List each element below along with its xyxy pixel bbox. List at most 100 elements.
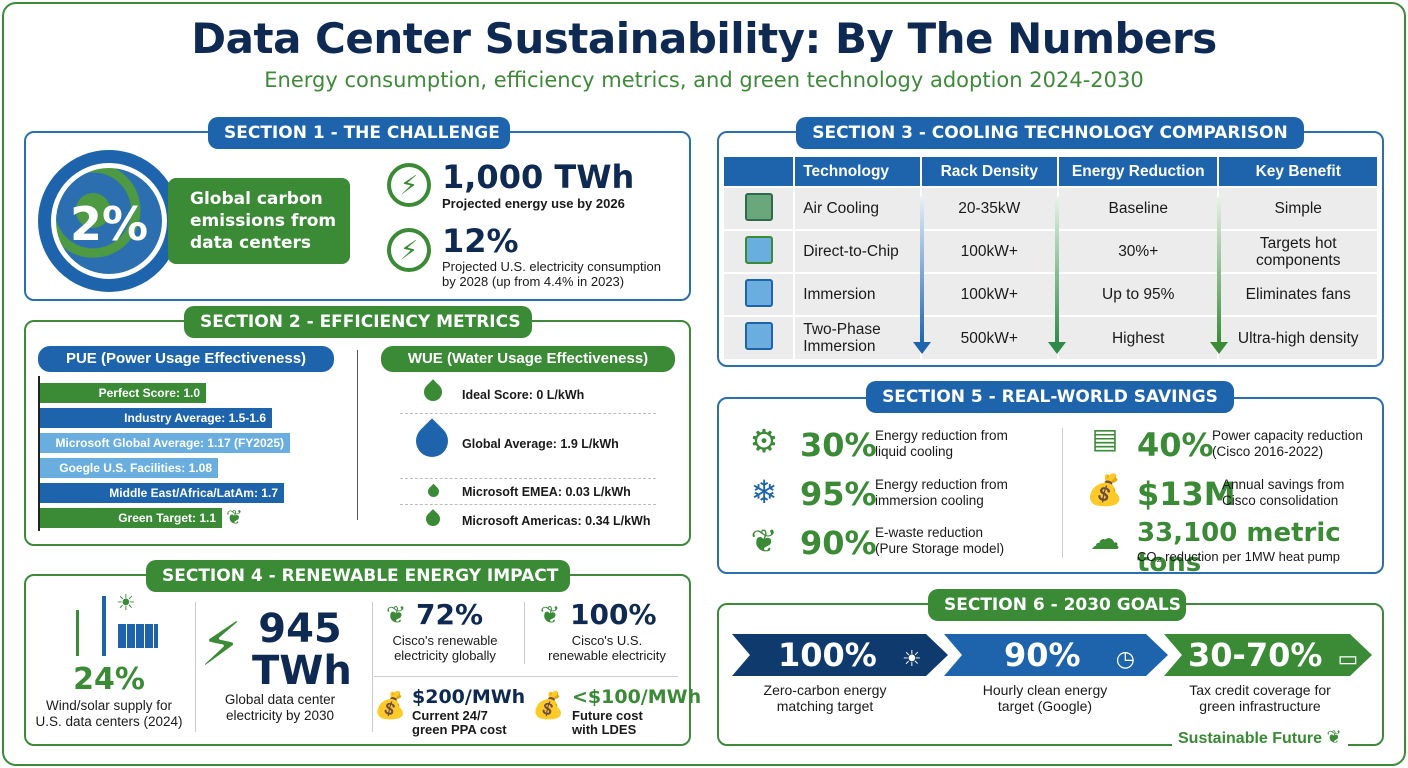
label-line: Energy reduction from	[875, 477, 1008, 492]
pue-bar: Goegle U.S. Facilities: 1.08	[40, 458, 218, 478]
section5-panel	[717, 397, 1384, 574]
wue-item: Global Average: 1.9 L/kWh	[462, 437, 619, 451]
pue-bar: Microsoft Global Average: 1.17 (FY2025)	[40, 433, 290, 453]
column-header	[724, 157, 796, 187]
label-line: electricity globally	[394, 648, 496, 663]
pue-bar: Middle East/Africa/LatAm: 1.7	[40, 483, 284, 503]
label-line: Tax credit coverage for	[1189, 682, 1331, 698]
cell-energy-reduction: Up to 95%	[1057, 272, 1220, 316]
two-phase-tank-icon	[724, 315, 796, 359]
clock-lightning-icon: ◷	[1115, 647, 1135, 672]
energy-use-label: Projected energy use by 2026	[442, 196, 625, 211]
section1-tag: SECTION 1 - THE CHALLENGE	[208, 117, 510, 149]
globe-icon: 2%	[38, 150, 180, 292]
us-electricity-label: Projected U.S. electricity consumption b…	[442, 259, 661, 289]
label-line: Zero-carbon energy	[763, 682, 887, 698]
label-line: emissions from	[190, 211, 337, 231]
goal-label: Zero-carbon energy matching target	[740, 682, 910, 714]
label-line: Cisco's U.S.	[571, 633, 643, 648]
label-line: Global carbon	[190, 189, 323, 209]
column-header: Key Benefit	[1218, 157, 1377, 187]
goal-chevron: 30-70% ▭	[1164, 634, 1372, 676]
pue-axis	[38, 376, 40, 531]
goal-value: 90%	[1004, 636, 1081, 674]
wind-solar-value: 24%	[73, 662, 145, 697]
wue-header: WUE (Water Usage Effectiveness)	[381, 346, 675, 372]
label-line: renewable electricity	[548, 648, 666, 663]
savings-value: 90%	[800, 524, 877, 562]
label-line: Energy reduction from	[875, 428, 1008, 443]
future-cost-value: <$100/MWh	[572, 686, 702, 708]
cell-rack-density: 500kW+	[920, 315, 1059, 359]
label-line: matching target	[776, 698, 874, 714]
current-cost-value: $200/MWh	[412, 686, 526, 708]
page-subtitle: Energy consumption, efficiency metrics, …	[264, 68, 1144, 92]
label-line: Current 24/7	[412, 708, 488, 723]
global-electricity-value: 945 TWh	[252, 608, 352, 692]
label-line: Future cost	[572, 708, 643, 723]
money-hand-icon: 💰	[374, 690, 407, 720]
lightning-icon: ⚡	[387, 163, 431, 207]
savings-label: E-waste reduction (Pure Storage model)	[875, 525, 1004, 557]
money-bag-icon: 💰	[1086, 474, 1124, 507]
divider	[400, 413, 656, 414]
savings-value: 30%	[800, 426, 877, 464]
goal-chevron: 90% ◷	[944, 634, 1168, 676]
divider	[400, 504, 656, 505]
leaf-icon: ❦	[750, 523, 778, 559]
lightning-leaf-icon: ⚡	[200, 611, 243, 678]
gear-lightning-icon: ⚙	[749, 423, 779, 459]
savings-label: Annual savings from Cisco consolidation	[1222, 477, 1344, 509]
chip-icon	[724, 229, 796, 273]
table-row: Air Cooling 20-35kW Baseline Simple	[724, 186, 1377, 230]
section5-tag: SECTION 5 - REAL-WORLD SAVINGS	[866, 381, 1234, 413]
table-row: Immersion 100kW+ Up to 95% Eliminates fa…	[724, 272, 1377, 316]
label-line: Wind/solar supply for	[45, 698, 173, 713]
divider	[1062, 428, 1063, 558]
cash-icon: ▭	[1337, 647, 1359, 672]
label-line: E-waste reduction	[875, 525, 984, 540]
cell-technology: Two-Phase Immersion	[794, 315, 922, 359]
cell-key-benefit: Targets hot components	[1218, 229, 1377, 273]
cisco-global-value: 72%	[416, 598, 484, 631]
cell-key-benefit: Eliminates fans	[1218, 272, 1377, 316]
cell-key-benefit: Simple	[1218, 186, 1377, 230]
energy-use-value: 1,000 TWh	[442, 158, 635, 196]
label-line: Projected U.S. electricity consumption	[442, 259, 661, 274]
cooling-table: Technology Rack Density Energy Reduction…	[724, 157, 1377, 359]
savings-label: Energy reduction from immersion cooling	[875, 477, 1008, 509]
savings-label: Power capacity reduction (Cisco 2016-202…	[1212, 428, 1363, 460]
cisco-us-value: 100%	[570, 598, 657, 631]
sustainable-future-label: Sustainable Future ❦	[1172, 727, 1348, 748]
wue-item: Ideal Score: 0 L/kWh	[462, 388, 585, 402]
snowflake-icon: ❄	[750, 474, 778, 510]
us-electricity-value: 12%	[442, 222, 519, 260]
divider	[372, 602, 373, 732]
label-line: target (Google)	[997, 698, 1093, 714]
money-hand-icon: 💰	[532, 690, 565, 720]
wind-solar-label: Wind/solar supply for U.S. data centers …	[24, 698, 194, 730]
cell-rack-density: 20-35kW	[920, 186, 1059, 230]
table-header-row: Technology Rack Density Energy Reduction…	[724, 157, 1377, 187]
leaf-icon: ❦	[1326, 727, 1342, 747]
current-cost-label: Current 24/7 green PPA cost	[412, 709, 507, 737]
cell-rack-density: 100kW+	[920, 272, 1059, 316]
section2-tag: SECTION 2 - EFFICIENCY METRICS	[184, 306, 532, 338]
goal-chevron: 100% ☀	[732, 634, 948, 676]
goal-label: Tax credit coverage for green infrastruc…	[1175, 682, 1345, 714]
section3-tag: SECTION 3 - COOLING TECHNOLOGY COMPARISO…	[796, 117, 1304, 149]
column-header: Energy Reduction	[1057, 157, 1220, 187]
cell-technology: Direct-to-Chip	[794, 229, 922, 273]
label-line: electricity by 2030	[225, 708, 335, 723]
goal-value: 100%	[778, 636, 877, 674]
section4-tag: SECTION 4 - RENEWABLE ENERGY IMPACT	[146, 560, 570, 592]
label-line: green infrastructure	[1199, 698, 1321, 714]
cell-energy-reduction: 30%+	[1057, 229, 1220, 273]
leaf-icon: ❦	[226, 507, 243, 529]
footer-text: Sustainable Future	[1178, 730, 1323, 747]
arrow-down-icon	[1048, 196, 1066, 354]
savings-value: 95%	[800, 475, 877, 513]
label-line: Cisco consolidation	[1222, 493, 1339, 508]
divider	[400, 478, 656, 479]
cisco-us-label: Cisco's U.S. renewable electricity	[534, 633, 680, 663]
